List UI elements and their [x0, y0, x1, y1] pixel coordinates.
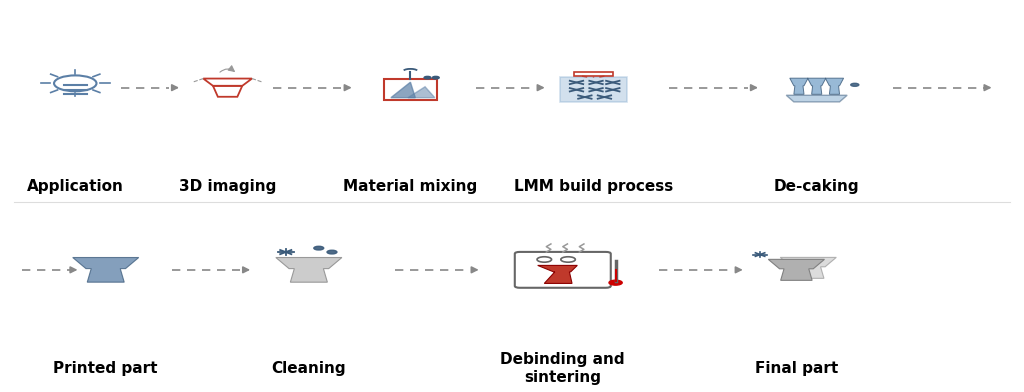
Text: Debinding and
sintering: Debinding and sintering	[501, 352, 625, 385]
FancyBboxPatch shape	[573, 72, 612, 76]
Polygon shape	[786, 95, 847, 102]
Text: 3D imaging: 3D imaging	[179, 179, 276, 194]
Polygon shape	[391, 82, 416, 98]
Text: Cleaning: Cleaning	[271, 361, 346, 376]
Polygon shape	[768, 260, 824, 280]
Polygon shape	[275, 258, 342, 282]
Circle shape	[609, 280, 623, 285]
Polygon shape	[825, 78, 844, 94]
Polygon shape	[73, 258, 138, 282]
Text: Application: Application	[27, 179, 124, 194]
Polygon shape	[780, 258, 837, 278]
FancyBboxPatch shape	[560, 77, 627, 102]
Circle shape	[432, 76, 439, 79]
Text: De-caking: De-caking	[774, 179, 859, 194]
Polygon shape	[790, 78, 808, 94]
Circle shape	[424, 76, 431, 79]
FancyBboxPatch shape	[515, 252, 610, 288]
Polygon shape	[808, 78, 825, 94]
Polygon shape	[538, 265, 578, 283]
Text: LMM build process: LMM build process	[514, 179, 673, 194]
Polygon shape	[408, 87, 435, 98]
Circle shape	[851, 83, 859, 86]
Text: Printed part: Printed part	[53, 361, 158, 376]
Text: Material mixing: Material mixing	[343, 179, 477, 194]
Text: Final part: Final part	[755, 361, 838, 376]
Circle shape	[327, 250, 337, 254]
Circle shape	[313, 246, 324, 250]
